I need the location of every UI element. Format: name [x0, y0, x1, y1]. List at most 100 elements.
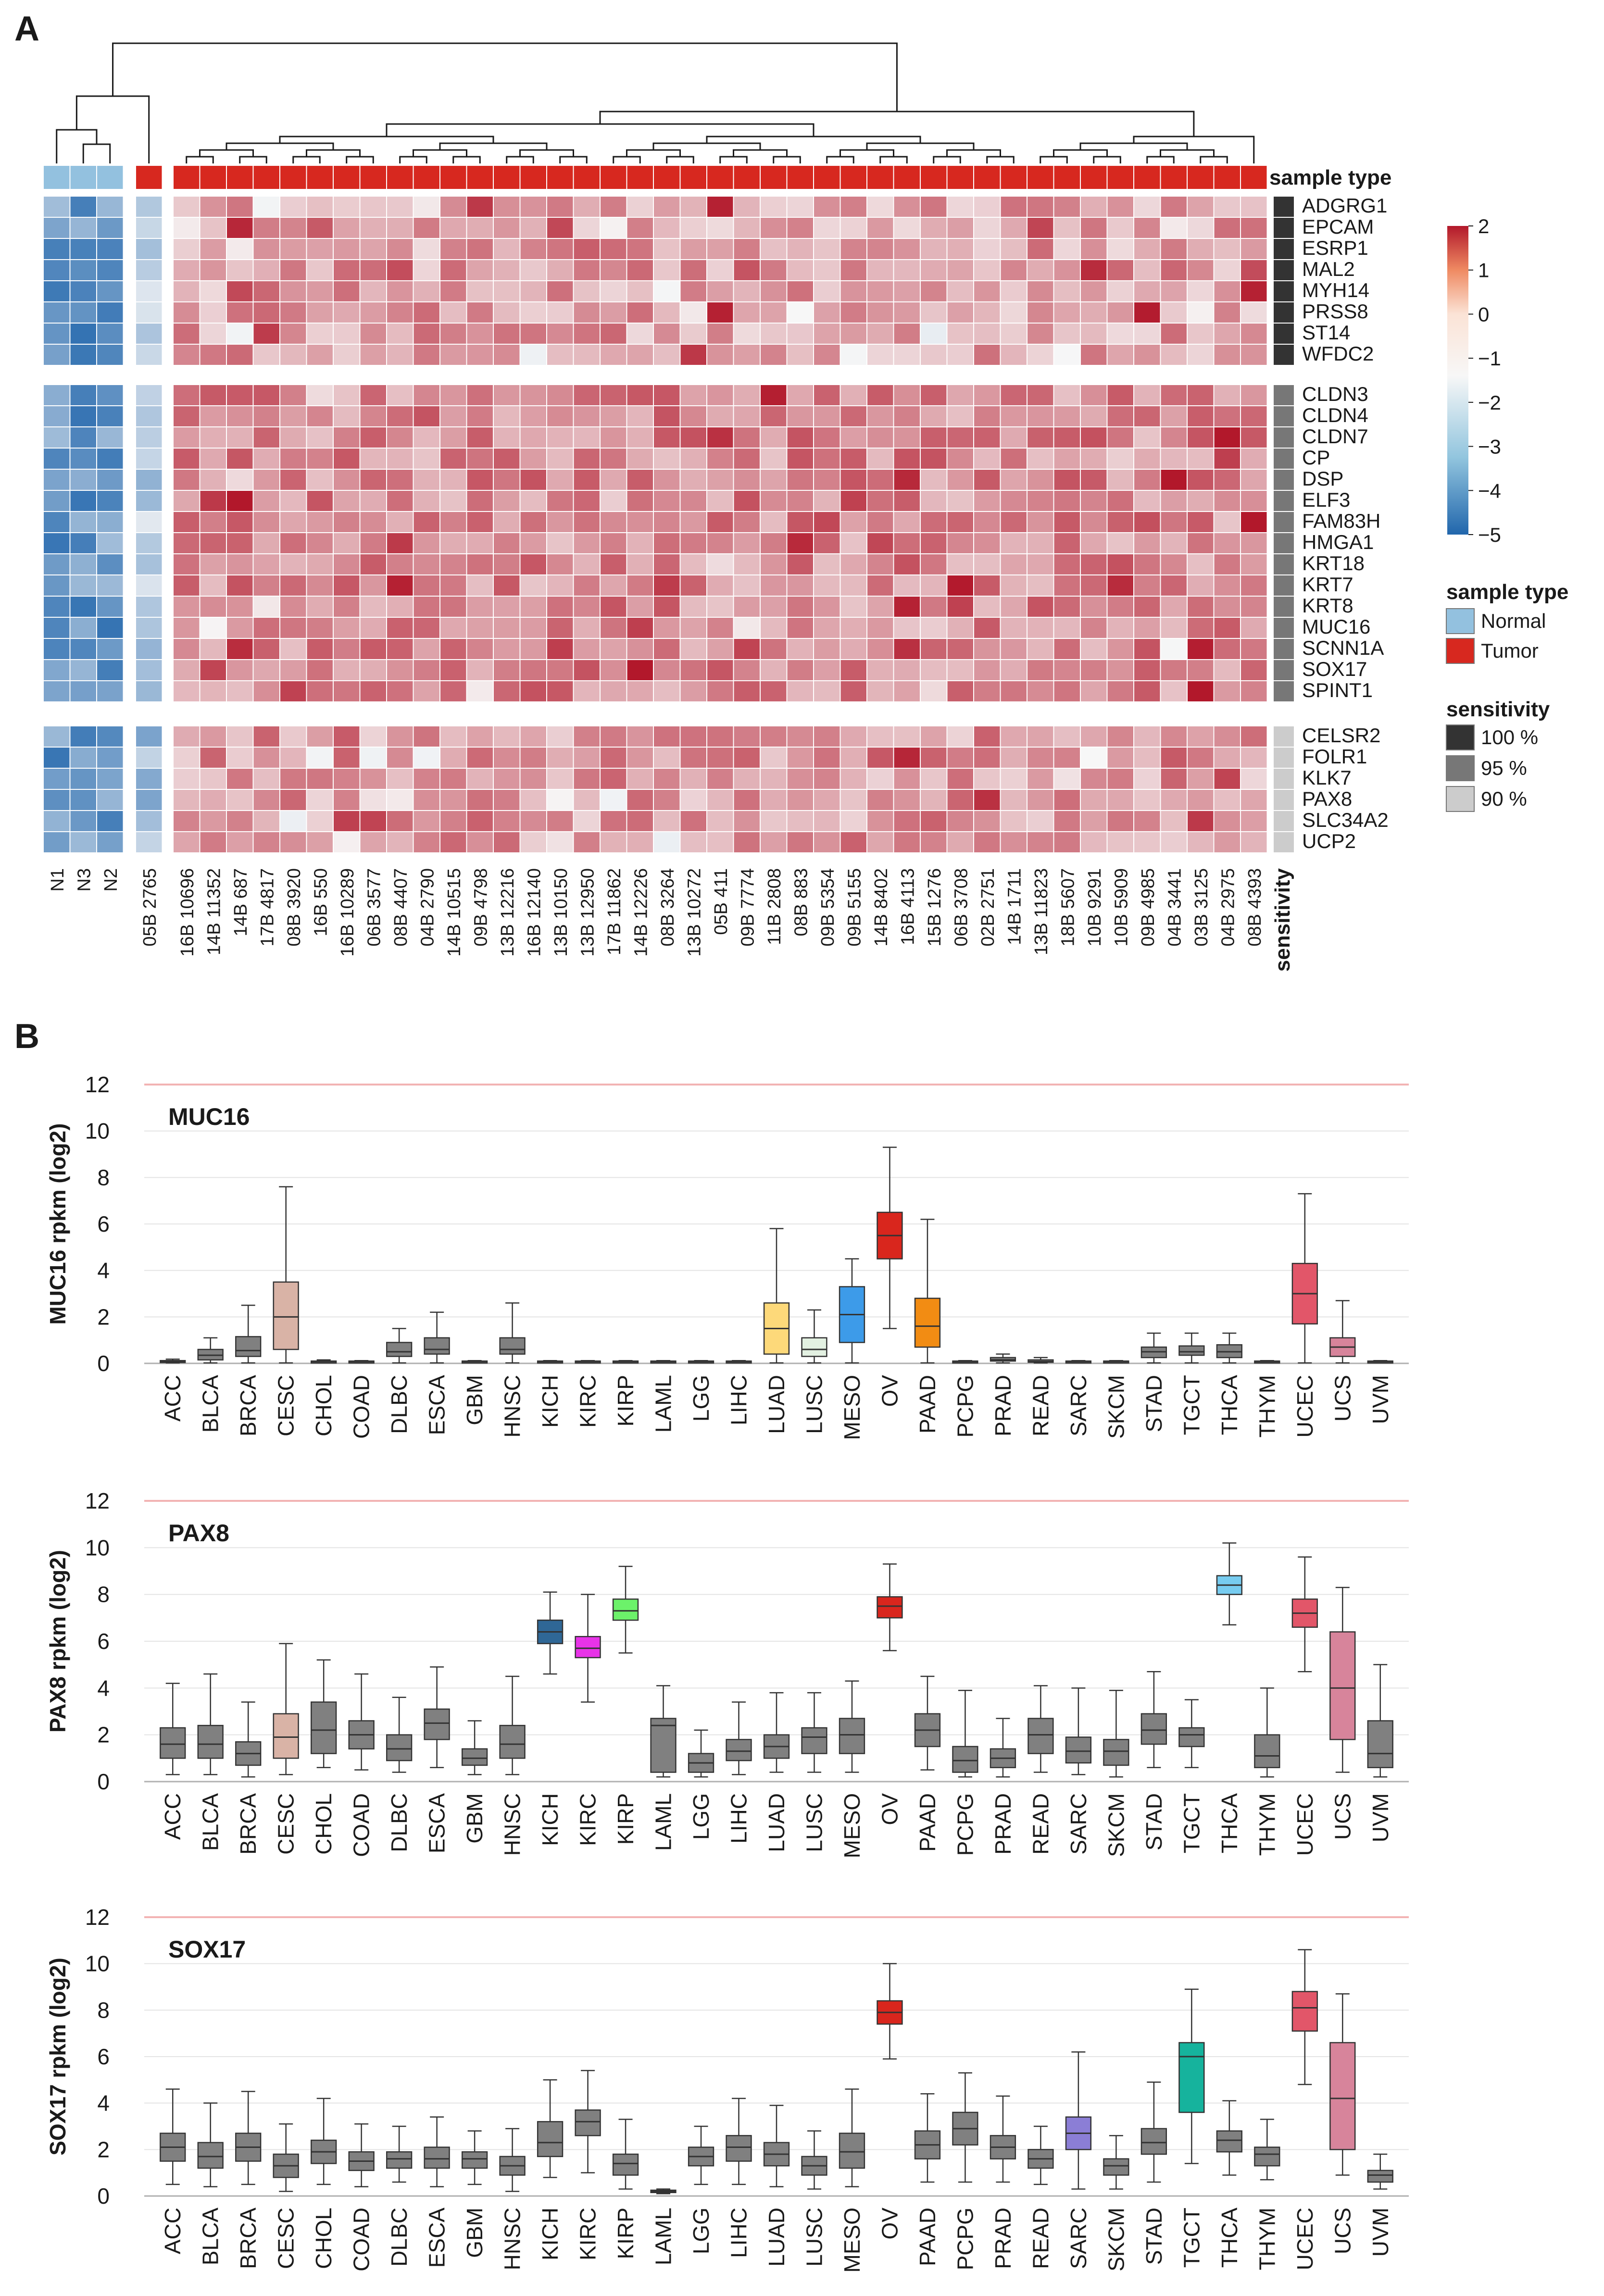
color-scale-bar — [1447, 226, 1468, 535]
dendrogram-link — [933, 156, 961, 163]
heatmap-cell — [1000, 469, 1028, 491]
heatmap-cell — [69, 617, 97, 639]
heatmap-cell — [359, 301, 387, 324]
heatmap-cell — [413, 405, 440, 427]
heatmap-cell — [359, 617, 387, 639]
heatmap-cell — [573, 617, 601, 639]
heatmap-cell — [135, 553, 163, 575]
sensitivity-cell — [1273, 532, 1295, 554]
heatmap-cell — [306, 344, 334, 366]
heatmap-cell — [135, 574, 163, 597]
gene-label-krt8: KRT8 — [1302, 594, 1353, 617]
y-tick-label: 12 — [85, 1488, 110, 1513]
heatmap-cell — [519, 747, 547, 769]
heatmap-cell — [1080, 238, 1108, 260]
heatmap-cell — [279, 638, 307, 660]
x-tick-label: MESO — [840, 2208, 865, 2272]
heatmap-cell — [69, 789, 97, 811]
heatmap-cell — [813, 469, 841, 491]
heatmap-cell — [439, 725, 467, 748]
sensitivity-cell — [1273, 511, 1295, 533]
heatmap-cell — [279, 574, 307, 597]
heatmap-cell — [1213, 196, 1241, 218]
heatmap-cell — [519, 574, 547, 597]
heatmap-cell — [199, 490, 227, 512]
heatmap-cell — [493, 596, 521, 618]
heatmap-cell — [135, 831, 163, 853]
heatmap-cell — [1080, 789, 1108, 811]
gene-label-cldn4: CLDN4 — [1302, 404, 1368, 426]
heatmap-cell — [386, 405, 414, 427]
box-body — [1178, 1727, 1205, 1747]
heatmap-cell — [546, 789, 574, 811]
dendrogram-link — [826, 156, 854, 163]
heatmap-cell — [439, 638, 467, 660]
heatmap-cell — [1160, 196, 1188, 218]
heatmap-cell — [600, 511, 627, 533]
heatmap-cell — [199, 384, 227, 406]
y-tick-label: 2 — [97, 1304, 110, 1329]
heatmap-cell — [135, 490, 163, 512]
column-label: 13B 12216 — [498, 868, 518, 957]
box-meso: MESO — [839, 2088, 865, 2272]
heatmap-cell — [386, 217, 414, 239]
x-tick-label: LGG — [689, 1793, 714, 1840]
heatmap-cell — [199, 469, 227, 491]
heatmap-cell — [626, 344, 654, 366]
heatmap-cell — [1027, 574, 1054, 597]
heatmap-cell — [946, 196, 974, 218]
heatmap-cell — [653, 323, 681, 345]
heatmap-cell — [1000, 238, 1028, 260]
heatmap-cell — [813, 511, 841, 533]
heatmap-cell — [840, 725, 867, 748]
box-read: READ — [1028, 2125, 1054, 2269]
heatmap-cell — [135, 532, 163, 554]
heatmap-cell — [1133, 553, 1161, 575]
heatmap-cell — [600, 725, 627, 748]
heatmap-cell — [252, 725, 280, 748]
heatmap-cell — [733, 810, 761, 832]
heatmap-cell — [43, 574, 71, 597]
heatmap-cell — [893, 810, 921, 832]
dendrogram-link — [346, 156, 374, 163]
heatmap-cell — [546, 323, 574, 345]
heatmap-cell — [626, 810, 654, 832]
heatmap-cell — [866, 217, 894, 239]
dendrogram-link — [506, 156, 534, 163]
heatmap-cell — [519, 405, 547, 427]
heatmap-cell — [252, 384, 280, 406]
heatmap-cell — [733, 301, 761, 324]
heatmap-cell — [626, 511, 654, 533]
heatmap-cell — [706, 596, 734, 618]
heatmap-cell — [135, 405, 163, 427]
x-tick-label: ACC — [160, 1793, 185, 1840]
box-body — [461, 1748, 488, 1766]
heatmap-cell — [973, 747, 1001, 769]
heatmap-cell — [706, 259, 734, 281]
box-luad: LUAD — [763, 2105, 790, 2267]
heatmap-cell — [493, 469, 521, 491]
heatmap-cell — [333, 638, 361, 660]
heatmap-cell — [600, 426, 627, 449]
sample-type-cell — [333, 165, 361, 190]
heatmap-cell — [226, 259, 254, 281]
box-hnsc: HNSC — [499, 1302, 526, 1437]
heatmap-cell — [439, 301, 467, 324]
gene-label-cldn7: CLDN7 — [1302, 425, 1368, 448]
sample-type-track-label: sample type — [1269, 166, 1391, 189]
heatmap-cell — [1187, 280, 1215, 302]
heatmap-cell — [493, 574, 521, 597]
heatmap-cell — [1106, 469, 1134, 491]
heatmap-cell — [252, 196, 280, 218]
heatmap-cell — [653, 725, 681, 748]
heatmap-cell — [1106, 680, 1134, 702]
heatmap-cell — [786, 448, 814, 470]
heatmap-cell — [43, 789, 71, 811]
heatmap-cell — [1160, 810, 1188, 832]
heatmap-cell — [1000, 617, 1028, 639]
column-label: 09B 4798 — [471, 868, 491, 947]
box-body — [537, 2121, 564, 2158]
sample-type-cell — [679, 165, 707, 190]
heatmap-cell — [69, 405, 97, 427]
heatmap-cell — [546, 238, 574, 260]
